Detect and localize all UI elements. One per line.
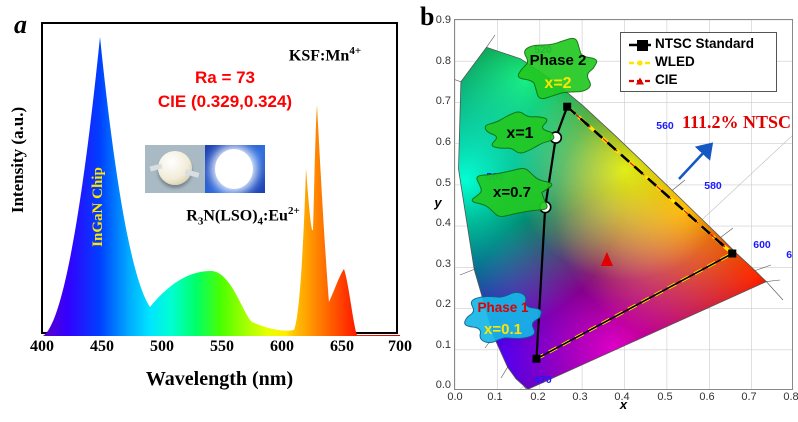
svg-text:600: 600 bbox=[753, 239, 771, 251]
svg-text:560: 560 bbox=[656, 120, 674, 132]
svg-text:x=1: x=1 bbox=[506, 125, 533, 142]
svg-text:Phase 1: Phase 1 bbox=[477, 300, 529, 315]
svg-text:x=0.7: x=0.7 bbox=[493, 184, 531, 201]
svg-text:x=2: x=2 bbox=[544, 75, 571, 92]
svg-text:Phase 2: Phase 2 bbox=[530, 52, 587, 69]
svg-text:470: 470 bbox=[534, 374, 552, 386]
svg-text:620: 620 bbox=[786, 249, 793, 261]
svg-text:580: 580 bbox=[704, 180, 722, 192]
svg-text:x=0.1: x=0.1 bbox=[484, 321, 522, 338]
